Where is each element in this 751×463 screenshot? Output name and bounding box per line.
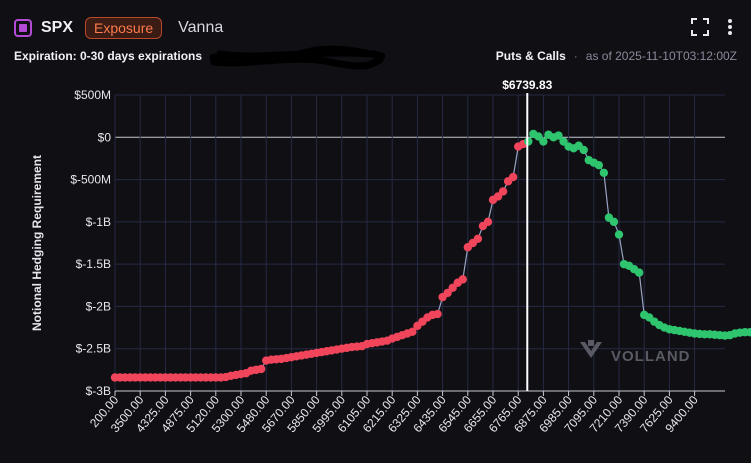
ticker-color-icon xyxy=(14,19,32,37)
data-point xyxy=(458,275,467,284)
data-point xyxy=(594,160,604,170)
ticker-symbol[interactable]: SPX xyxy=(41,19,74,36)
timestamp-label: as of 2025-11-10T03:12:00Z xyxy=(585,49,737,63)
data-point xyxy=(433,309,442,319)
data-point xyxy=(634,268,644,277)
data-point xyxy=(579,145,588,155)
y-tick-label: $-3B xyxy=(86,384,111,398)
data-point xyxy=(483,217,493,227)
y-tick-label: $-2B xyxy=(86,299,111,313)
y-axis-label: Notional Hedging Requirement xyxy=(30,155,44,331)
y-axis-ticks: $500M $0 $-500M $-1B $-1.5B $-2B $-2.5B $-3B xyxy=(70,88,111,398)
chart-header: SPX Exposure Vanna xyxy=(14,14,223,42)
volland-logo-icon xyxy=(580,340,602,358)
data-point xyxy=(745,328,751,337)
data-point xyxy=(408,327,417,336)
y-tick-label: $500M xyxy=(74,88,111,102)
greek-label[interactable]: Vanna xyxy=(178,19,224,36)
fullscreen-icon[interactable] xyxy=(691,18,709,36)
type-label[interactable]: Puts & Calls xyxy=(495,49,566,63)
data-point xyxy=(614,230,624,239)
y-tick-label: $-500M xyxy=(70,173,111,187)
data-points xyxy=(110,129,751,382)
volland-watermark: VOLLAND xyxy=(580,340,691,365)
data-point xyxy=(508,172,518,182)
data-point xyxy=(609,217,619,227)
data-source-line: Puts & Calls · as of 2025-11-10T03:12:00… xyxy=(496,49,737,63)
data-point xyxy=(539,137,548,146)
spot-price-label: $6739.83 xyxy=(502,78,552,92)
chart-grid xyxy=(114,94,725,396)
data-point xyxy=(498,187,508,196)
y-tick-label: $-1B xyxy=(86,215,111,229)
y-tick-label: $-2.5B xyxy=(76,342,111,356)
exposure-badge[interactable]: Exposure xyxy=(85,17,163,39)
y-tick-label: $-1.5B xyxy=(76,257,111,271)
more-vertical-icon[interactable] xyxy=(727,18,733,36)
separator-dot: · xyxy=(573,49,578,63)
data-point xyxy=(256,364,266,374)
redaction-scribble xyxy=(210,45,385,70)
data-point xyxy=(599,168,609,178)
chart-tools xyxy=(691,18,733,36)
expiration-label[interactable]: Expiration: 0-30 days expirations xyxy=(14,49,203,63)
x-axis-ticks: 200.003500.004325.004875.005120.005300.0… xyxy=(87,393,701,435)
data-point xyxy=(473,234,483,243)
series-line xyxy=(115,133,751,379)
data-point xyxy=(554,131,563,140)
y-tick-label: $0 xyxy=(98,130,112,144)
watermark-text: VOLLAND xyxy=(611,348,691,365)
